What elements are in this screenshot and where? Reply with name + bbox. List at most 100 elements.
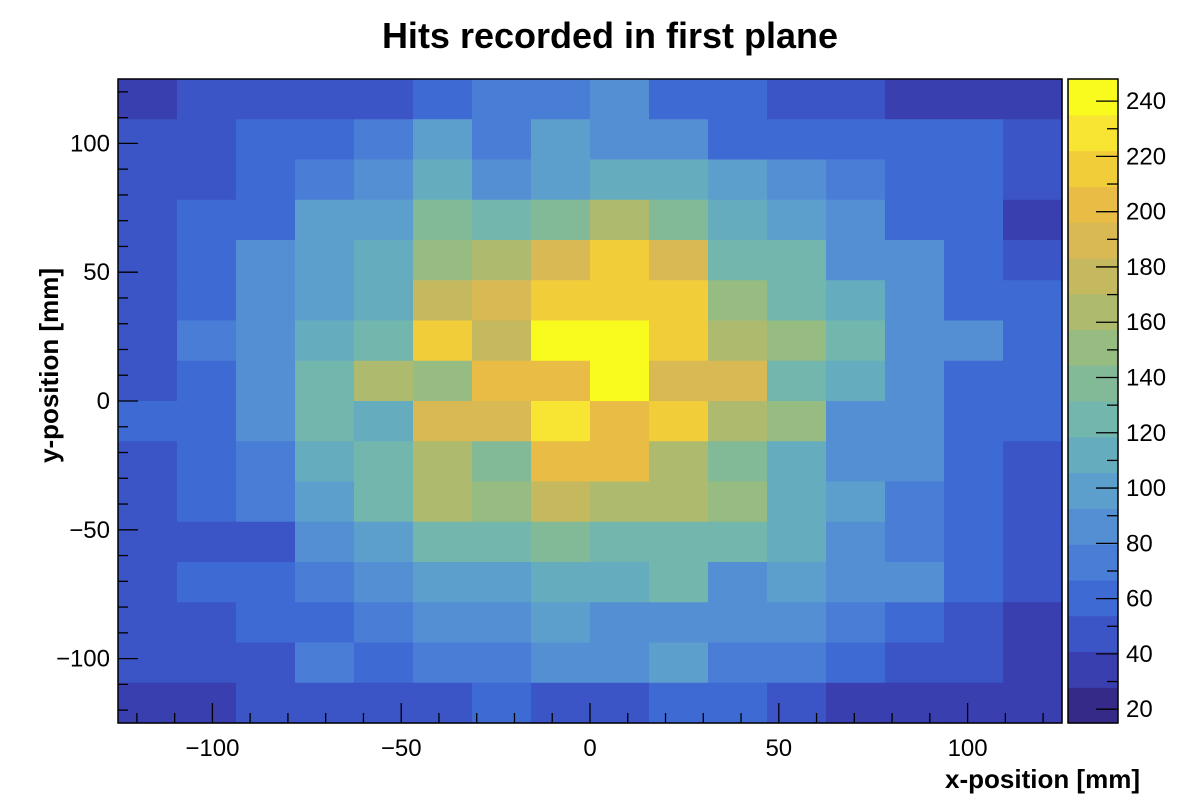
heatmap-cell — [767, 79, 827, 120]
heatmap-cell — [1003, 642, 1063, 684]
heatmap-cell — [177, 602, 237, 644]
heatmap-cell — [590, 320, 650, 362]
heatmap-cell — [885, 481, 945, 523]
heatmap-cell — [885, 401, 945, 442]
heatmap-cell — [590, 360, 650, 402]
heatmap-cell — [826, 79, 886, 120]
heatmap-cell — [708, 401, 768, 442]
heatmap-cell — [413, 562, 473, 603]
heatmap-cell — [885, 441, 945, 483]
heatmap-cell — [354, 199, 414, 241]
heatmap-cell — [295, 119, 355, 161]
heatmap-cell — [413, 119, 473, 161]
heatmap-cell — [649, 682, 709, 724]
color-scale-tick-label: 100 — [1126, 475, 1166, 502]
heatmap-cell — [118, 401, 178, 442]
heatmap-cell — [531, 642, 591, 684]
y-tick-label: 100 — [70, 130, 110, 157]
heatmap-cell — [472, 481, 532, 523]
color-scale-tick-label: 160 — [1126, 309, 1166, 336]
heatmap-cell — [885, 521, 945, 563]
heatmap-cell — [295, 199, 355, 241]
heatmap-cell — [295, 240, 355, 281]
heatmap-cell — [1003, 441, 1063, 483]
heatmap-cell — [472, 199, 532, 241]
heatmap-cell — [118, 521, 178, 563]
heatmap-cell — [826, 602, 886, 644]
heatmap-cell — [472, 360, 532, 402]
heatmap-cell — [295, 320, 355, 362]
heatmap-cell — [885, 199, 945, 241]
heatmap-cell — [767, 602, 827, 644]
y-axis-ticks: −100 −50 0 50 100 — [56, 91, 138, 711]
heatmap-cell — [531, 682, 591, 724]
heatmap-cell — [826, 682, 886, 724]
heatmap-cell — [944, 602, 1004, 644]
heatmap-cell — [295, 682, 355, 724]
heatmap-cell — [590, 441, 650, 483]
heatmap-cell — [649, 159, 709, 201]
heatmap-cell — [472, 602, 532, 644]
heatmap-cell — [118, 481, 178, 523]
heatmap-cell — [236, 79, 296, 120]
heatmap-cell — [767, 280, 827, 322]
color-scale-band — [1068, 79, 1118, 116]
heatmap-cell — [708, 481, 768, 523]
color-scale-band — [1068, 329, 1118, 366]
heatmap-cell — [826, 280, 886, 322]
heatmap-cell — [354, 79, 414, 120]
color-scale-tick-label: 40 — [1126, 641, 1153, 668]
heatmap-cell — [413, 79, 473, 120]
heatmap-cell — [708, 441, 768, 483]
heatmap-cell — [767, 441, 827, 483]
heatmap-cell — [531, 521, 591, 563]
heatmap-cell — [472, 521, 532, 563]
heatmap-cell — [531, 159, 591, 201]
heatmap-cell — [649, 199, 709, 241]
heatmap-cell — [295, 159, 355, 201]
plot-frame — [117, 78, 1063, 724]
heatmap-cell — [590, 240, 650, 281]
heatmap-cell — [590, 280, 650, 322]
heatmap-cell — [649, 119, 709, 161]
heatmap-cell — [944, 79, 1004, 120]
heatmap-cell — [767, 320, 827, 362]
heatmap-cell — [413, 240, 473, 281]
heatmap-cell — [885, 682, 945, 724]
heatmap-cell — [649, 602, 709, 644]
heatmap-cell — [708, 360, 768, 402]
x-tick-label: 50 — [765, 735, 792, 762]
color-scale-band — [1068, 615, 1118, 653]
heatmap-cell — [354, 119, 414, 161]
heatmap-cell — [826, 119, 886, 161]
heatmap-cell — [1003, 682, 1063, 724]
heatmap-cell — [708, 320, 768, 362]
heatmap-cell — [767, 401, 827, 442]
heatmap-cell — [531, 199, 591, 241]
heatmap-cell — [118, 360, 178, 402]
heatmap-cell — [236, 642, 296, 684]
heatmap-cell — [531, 320, 591, 362]
x-tick-label: −50 — [381, 735, 422, 762]
heatmap-cell — [177, 401, 237, 442]
heatmap-cell — [649, 79, 709, 120]
heatmap-cell — [413, 401, 473, 442]
heatmap-cell — [236, 119, 296, 161]
color-scale-band — [1068, 114, 1118, 152]
heatmap-cell — [944, 481, 1004, 523]
color-scale-band — [1068, 186, 1118, 223]
heatmap-cell — [236, 280, 296, 322]
heatmap-cell — [295, 280, 355, 322]
heatmap-cell — [590, 199, 650, 241]
heatmap-cell — [826, 360, 886, 402]
heatmap-cell — [472, 320, 532, 362]
heatmap-cell — [118, 119, 178, 161]
heatmap-cell — [531, 481, 591, 523]
heatmap-cell — [472, 682, 532, 724]
heatmap-cell — [708, 280, 768, 322]
heatmap-cell — [590, 119, 650, 161]
heatmap-cell — [826, 159, 886, 201]
heatmap-cell — [413, 441, 473, 483]
x-tick-label: 100 — [948, 735, 988, 762]
